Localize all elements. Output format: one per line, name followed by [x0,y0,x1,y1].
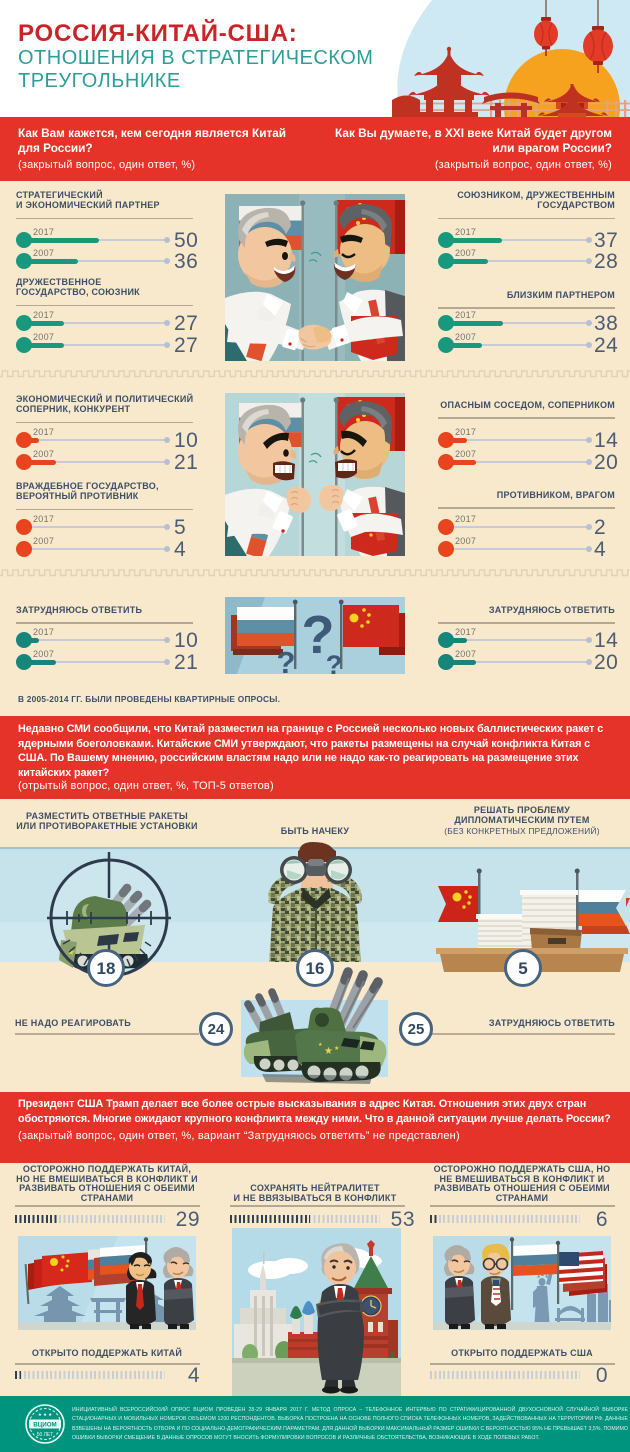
svg-text:?: ? [326,650,343,674]
svg-text:50 ЛЕТ: 50 ЛЕТ [37,1432,54,1438]
svg-text:★ ★ ★: ★ ★ ★ [38,1412,52,1417]
svg-text:★: ★ [66,946,76,957]
svg-text:★: ★ [334,1045,339,1052]
svg-text:★: ★ [324,1046,333,1057]
svg-text:★: ★ [318,1042,323,1048]
svg-text:?: ? [302,605,335,665]
svg-text:?: ? [277,645,296,674]
svg-text:ВЦИОМ: ВЦИОМ [33,1422,56,1429]
